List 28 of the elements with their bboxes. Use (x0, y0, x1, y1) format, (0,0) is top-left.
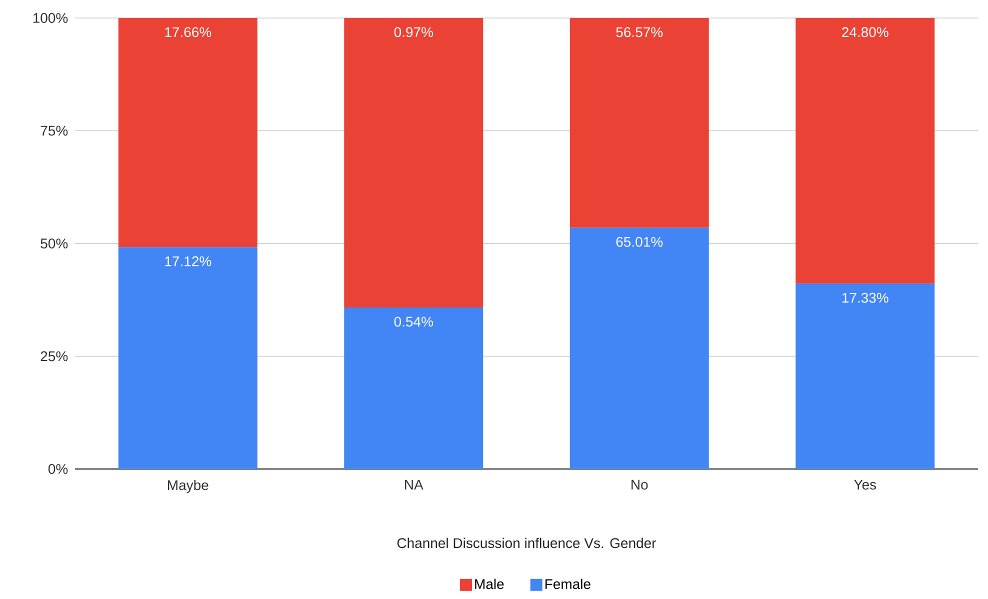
annotation: 17.12% (165, 256, 212, 266)
annotation: 17.33% (842, 292, 888, 303)
bar (796, 284, 935, 469)
y-tick-label: 50% (40, 238, 68, 248)
bar (796, 18, 935, 284)
y-tick-label: 100% (33, 13, 68, 23)
y-tick-label: 25% (40, 351, 68, 362)
bar (344, 308, 484, 469)
annotation: 56.57% (616, 27, 663, 38)
legend-label: Male (475, 578, 504, 590)
legend-label: Female (545, 578, 590, 590)
bar (118, 18, 258, 248)
x-axis-title: Channel Discussion influence Vs. Gender (397, 538, 656, 548)
y-tick-label: 75% (40, 126, 68, 136)
x-tick-label: Maybe (168, 480, 208, 493)
annotation: 65.01% (616, 236, 663, 247)
annotation: 24.80% (842, 27, 888, 38)
bar (118, 247, 258, 469)
bar (570, 228, 709, 469)
y-tick-label: 0% (48, 464, 68, 474)
x-tick-label: No (632, 480, 648, 490)
annotation: 0.97% (394, 27, 433, 38)
bar (344, 18, 484, 308)
bar (570, 18, 709, 228)
x-tick-label: NA (405, 480, 424, 490)
x-tick-label: Yes (854, 480, 876, 490)
annotation: 0.54% (394, 316, 433, 327)
annotation: 17.66% (165, 27, 212, 38)
